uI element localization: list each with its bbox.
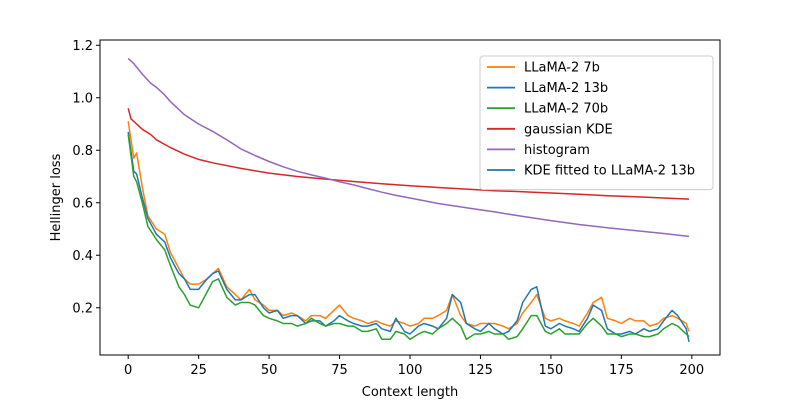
x-tick-label: 25 [190,363,207,378]
y-axis-label: Hellinger loss [49,153,64,241]
x-tick-label: 125 [468,363,493,378]
series-line-llama-2-7b [127,121,690,332]
x-axis-label: Context length [362,385,459,400]
x-axis: 0 25 50 75 100 125 150 175 200 [124,355,704,378]
legend-label: LLaMA-2 7b [524,61,600,76]
y-tick-label: 1.2 [72,39,93,54]
plot-lines [127,57,690,343]
x-tick-label: 100 [398,363,423,378]
y-tick-label: 0.4 [72,249,93,264]
x-tick-label: 50 [261,363,278,378]
y-tick-label: 1.0 [72,91,93,106]
series-line-llama-2-70b [127,134,690,341]
legend-label: KDE fitted to LLaMA-2 13b [524,164,695,179]
legend-label: gaussian KDE [524,122,613,137]
x-tick-label: 0 [124,363,132,378]
series-line-llama-2-13b [127,131,690,343]
x-tick-label: 150 [538,363,563,378]
x-tick-label: 75 [331,363,348,378]
legend-label: LLaMA-2 70b [524,102,608,117]
x-tick-label: 175 [609,363,634,378]
series-line-gaussian-kde [127,108,690,200]
y-tick-label: 0.6 [72,196,93,211]
y-tick-label: 0.2 [72,301,93,316]
legend: LLaMA-2 7b LLaMA-2 13b LLaMA-2 70b gaussian… [479,55,714,191]
legend-label: histogram [524,143,590,158]
y-axis: 0.2 0.4 0.6 0.8 1.0 1.2 [72,39,100,316]
legend-label: LLaMA-2 13b [524,81,608,96]
x-tick-label: 200 [679,363,704,378]
series-line-histogram [127,57,690,238]
legend-box [479,55,714,191]
y-tick-label: 0.8 [72,144,93,159]
